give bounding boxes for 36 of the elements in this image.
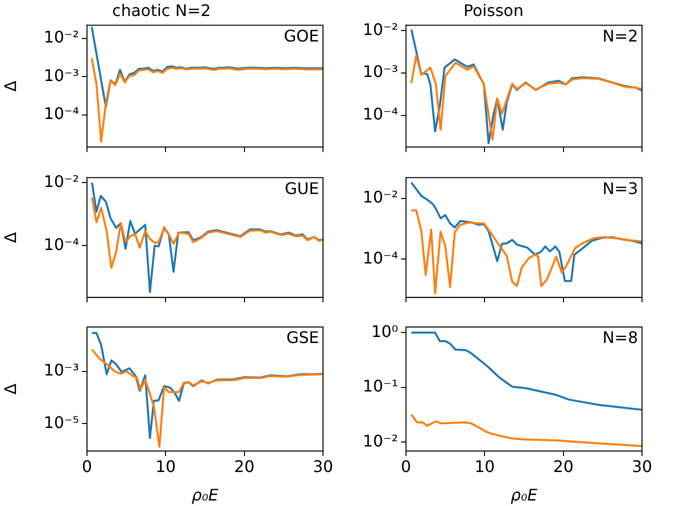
y-tick-label: 10⁻⁴	[44, 234, 79, 254]
annotation: N=3	[602, 178, 638, 198]
y-tick-label: 10⁻³	[362, 62, 398, 82]
y-tick-label: 10⁻²	[362, 187, 398, 206]
x-tick-label: 0	[400, 456, 412, 476]
y-tick-label: 10⁻⁴	[362, 104, 398, 124]
chart-title: Poisson	[464, 0, 524, 20]
y-tick-label: 10⁻²	[44, 27, 79, 46]
chart-title: chaotic N=2	[112, 0, 211, 20]
y-tick-label: 10⁻³	[44, 360, 79, 380]
y-axis-title: Δ	[0, 383, 20, 394]
x-tick-label: 20	[553, 456, 574, 476]
y-tick-label: 10⁻²	[362, 431, 398, 450]
x-axis-title: ρ₀E	[192, 486, 220, 505]
annotation: GSE	[286, 328, 319, 348]
annotation: N=8	[602, 328, 638, 348]
x-tick-label: 0	[82, 456, 92, 476]
annotation: GOE	[284, 26, 319, 46]
y-tick-label: 10⁻¹	[362, 376, 398, 396]
x-tick-label: 20	[234, 456, 255, 476]
y-tick-label: 10⁻⁵	[44, 412, 79, 432]
y-tick-label: 10⁻²	[362, 20, 398, 39]
y-tick-label: 10⁻⁴	[362, 248, 398, 268]
y-tick-label: 10⁰	[371, 322, 398, 341]
y-tick-label: 10⁻⁴	[44, 104, 79, 124]
x-tick-label: 10	[155, 456, 176, 476]
annotation: GUE	[284, 178, 319, 198]
y-axis-title: Δ	[0, 80, 20, 92]
y-tick-label: 10⁻³	[44, 66, 79, 85]
x-tick-label: 30	[312, 456, 334, 476]
y-axis-title: Δ	[0, 232, 20, 243]
x-tick-label: 30	[632, 456, 652, 476]
x-tick-label: 10	[474, 456, 495, 476]
annotation: N=2	[602, 26, 638, 46]
x-axis-title: ρ₀E	[510, 486, 538, 505]
y-tick-label: 10⁻²	[44, 172, 79, 191]
